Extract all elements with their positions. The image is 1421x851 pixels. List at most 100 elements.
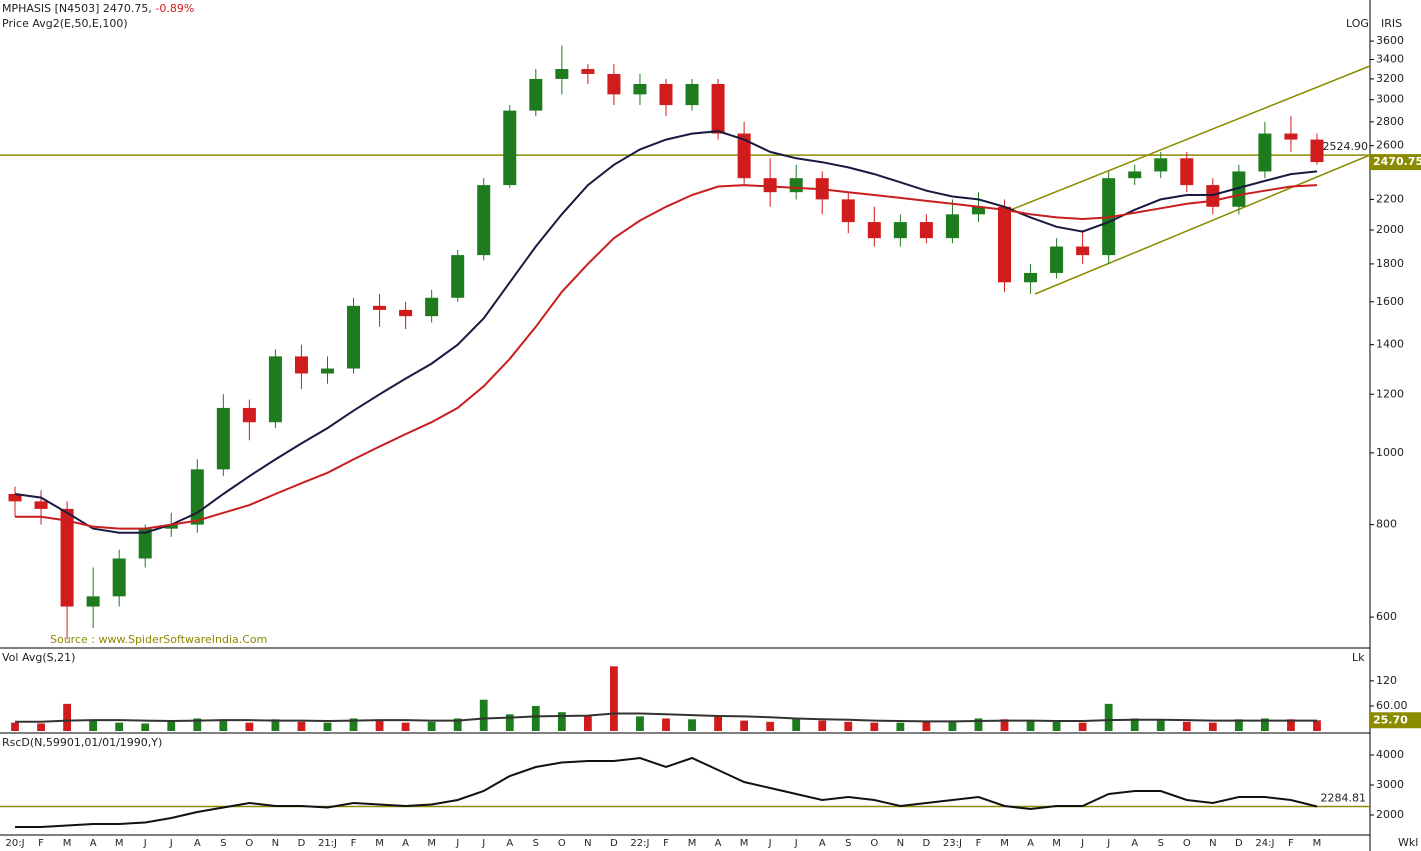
volume-bar	[401, 722, 410, 731]
candle-body	[242, 407, 256, 423]
y-tick-label: 2600	[1376, 139, 1404, 152]
y-tick-label: 1000	[1376, 446, 1404, 459]
x-tick-label: 24:J	[1255, 838, 1274, 849]
volume-bar	[714, 716, 722, 731]
candle-body	[425, 297, 439, 317]
volume-bar	[1156, 720, 1165, 731]
volume-bar	[375, 720, 384, 731]
volume-bar	[297, 721, 306, 731]
candle-body	[945, 214, 959, 239]
x-tick-label: S	[533, 838, 539, 849]
volume-bar	[844, 721, 853, 731]
y-tick-label: 2200	[1376, 192, 1404, 205]
volume-bar	[531, 705, 540, 731]
last-price-box	[1370, 154, 1421, 171]
volume-bar	[870, 722, 879, 731]
volume-bar	[1182, 721, 1191, 731]
volume-bar	[922, 721, 931, 731]
moving-average	[15, 184, 1318, 530]
x-tick-label: A	[1131, 838, 1138, 849]
y-tick-label: 4000	[1376, 748, 1404, 761]
iris-label: IRIS	[1381, 17, 1402, 30]
moving-average	[14, 130, 1318, 534]
candle-body	[477, 185, 491, 256]
x-tick-label: A	[90, 838, 97, 849]
scale-label: LOG	[1346, 17, 1369, 30]
x-tick-label: O	[558, 838, 566, 849]
x-tick-label: O	[1183, 838, 1191, 849]
x-tick-label: O	[245, 838, 253, 849]
x-tick-label: S	[220, 838, 226, 849]
volume-bar	[688, 719, 696, 731]
candle-body	[971, 206, 985, 215]
x-tick-label: M	[688, 838, 697, 849]
candle-body	[373, 305, 387, 310]
x-tick-label: M	[740, 838, 749, 849]
x-tick-label: S	[845, 838, 851, 849]
x-tick-label: A	[402, 838, 409, 849]
x-tick-label: J	[768, 838, 772, 849]
candle-body	[893, 222, 907, 239]
x-tick-label: D	[298, 838, 306, 849]
candle-body	[216, 407, 230, 470]
candle-body	[1128, 171, 1142, 179]
volume-bar	[610, 666, 618, 731]
volume-bar	[1052, 721, 1061, 731]
y-tick-label: 120	[1376, 674, 1397, 687]
study-label: Price Avg2(E,50,E,100)	[2, 17, 128, 30]
y-tick-label: 1600	[1376, 295, 1404, 308]
volume-bar	[662, 718, 670, 731]
x-tick-label: 23:J	[943, 838, 962, 849]
candle-body	[763, 178, 777, 193]
candle-body	[789, 178, 803, 193]
x-tick-label: J	[794, 838, 798, 849]
y-tick-label: 1200	[1376, 387, 1404, 400]
candle-body	[164, 524, 178, 529]
last-volume-box	[1370, 712, 1421, 729]
y-tick-label: 60.00	[1376, 699, 1408, 712]
x-tick-label: A	[715, 838, 722, 849]
volume-bar	[896, 722, 905, 731]
x-tick-label: J	[169, 838, 173, 849]
volume-bar	[583, 716, 592, 731]
volume-bar	[245, 722, 254, 731]
x-tick-label: M	[427, 838, 436, 849]
candle-body	[581, 69, 595, 74]
x-tick-label: J	[1106, 838, 1110, 849]
candle-body	[633, 83, 647, 95]
candle-body	[529, 78, 543, 111]
volume-bar	[193, 718, 202, 731]
x-tick-label: F	[663, 838, 669, 849]
volume-bar	[115, 722, 124, 731]
volume-bar	[792, 718, 801, 731]
x-tick-label: J	[1080, 838, 1084, 849]
volume-bar	[37, 723, 45, 731]
y-tick-label: 1800	[1376, 257, 1404, 270]
candle-body	[1232, 171, 1246, 207]
y-tick-label: 3600	[1376, 34, 1404, 47]
x-tick-label: O	[870, 838, 878, 849]
volume-bar	[557, 712, 566, 731]
volume-bar	[63, 703, 72, 731]
candle-body	[737, 133, 751, 179]
candle-body	[1076, 246, 1090, 256]
candle-body	[998, 206, 1012, 283]
volume-bar	[505, 714, 514, 731]
candle-body	[86, 596, 100, 607]
x-tick-label: F	[976, 838, 982, 849]
x-tick-label: J	[481, 838, 485, 849]
candle-body	[34, 501, 48, 509]
volume-bar	[11, 722, 19, 731]
last-volume-label: 25.70	[1373, 713, 1408, 726]
volume-bar	[167, 721, 176, 731]
volume-bar	[818, 720, 827, 731]
x-tick-label: M	[375, 838, 384, 849]
y-tick-label: 2000	[1376, 223, 1404, 236]
level-label: 2524.90	[1323, 140, 1369, 153]
y-tick-label: 3000	[1376, 93, 1404, 106]
x-tick-label: M	[1052, 838, 1061, 849]
candle-body	[1284, 133, 1298, 140]
volume-bar	[948, 721, 957, 731]
y-tick-label: 800	[1376, 518, 1397, 531]
